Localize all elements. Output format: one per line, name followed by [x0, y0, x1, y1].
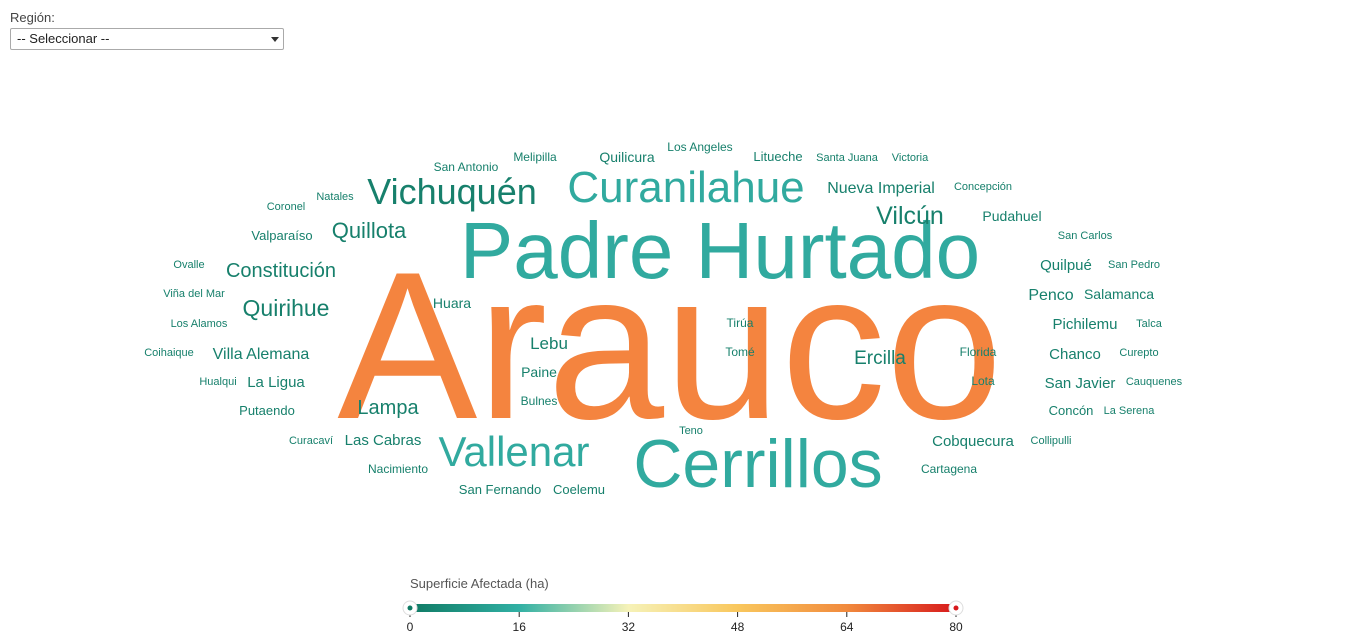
legend-max-handle[interactable]	[948, 600, 964, 616]
word-quilpue[interactable]: Quilpué	[1040, 257, 1092, 274]
word-florida[interactable]: Florida	[960, 345, 997, 359]
legend-gradient	[410, 604, 956, 612]
legend-min-handle[interactable]	[402, 600, 418, 616]
region-select-value: -- Seleccionar --	[17, 31, 110, 46]
word-tirua[interactable]: Tirúa	[727, 316, 754, 330]
word-coelemu[interactable]: Coelemu	[553, 482, 605, 497]
word-nueva-imperial[interactable]: Nueva Imperial	[827, 180, 935, 197]
word-santa-juana[interactable]: Santa Juana	[816, 152, 879, 164]
region-filter: Región: -- Seleccionar --	[10, 10, 284, 50]
word-victoria[interactable]: Victoria	[892, 152, 929, 164]
word-arauco[interactable]: Arauco	[337, 228, 1002, 463]
word-quilicura[interactable]: Quilicura	[599, 149, 654, 165]
word-vina-del-mar[interactable]: Viña del Mar	[163, 288, 225, 300]
word-san-fernando[interactable]: San Fernando	[459, 482, 541, 497]
legend-title: Superficie Afectada (ha)	[410, 576, 549, 591]
word-putaendo[interactable]: Putaendo	[239, 403, 295, 418]
word-huara[interactable]: Huara	[433, 295, 471, 311]
word-paine[interactable]: Paine	[521, 364, 557, 380]
word-teno[interactable]: Teno	[679, 425, 703, 437]
word-villa-alemana[interactable]: Villa Alemana	[213, 346, 310, 363]
word-coihaique[interactable]: Coihaique	[144, 347, 194, 359]
word-collipulli[interactable]: Collipulli	[1031, 435, 1072, 447]
word-curacavi[interactable]: Curacaví	[289, 435, 333, 447]
legend-tick-label: 32	[622, 620, 636, 634]
word-cobquecura[interactable]: Cobquecura	[932, 433, 1014, 450]
word-cerrillos[interactable]: Cerrillos	[633, 426, 882, 502]
word-los-angeles[interactable]: Los Angeles	[667, 140, 732, 154]
word-cartagena[interactable]: Cartagena	[921, 462, 977, 476]
word-las-cabras[interactable]: Las Cabras	[345, 432, 422, 449]
color-legend: Superficie Afectada (ha) 0 16 32 48 64 80	[0, 560, 1366, 643]
legend-tick-label: 80	[949, 620, 963, 634]
legend-gradient-bar: 0 16 32 48 64 80	[402, 600, 964, 634]
word-la-serena[interactable]: La Serena	[1104, 405, 1156, 417]
word-ovalle[interactable]: Ovalle	[173, 259, 204, 271]
legend-tick-label: 0	[407, 620, 414, 634]
word-lebu[interactable]: Lebu	[530, 334, 568, 353]
word-tome[interactable]: Tomé	[725, 345, 755, 359]
legend-tick-label: 48	[731, 620, 745, 634]
word-san-carlos[interactable]: San Carlos	[1058, 230, 1113, 242]
word-pichilemu[interactable]: Pichilemu	[1052, 316, 1117, 333]
word-natales[interactable]: Natales	[316, 191, 354, 203]
word-san-javier[interactable]: San Javier	[1045, 375, 1116, 392]
word-nacimiento[interactable]: Nacimiento	[368, 462, 428, 476]
word-penco[interactable]: Penco	[1028, 287, 1073, 304]
word-constitucion[interactable]: Constitución	[226, 260, 336, 282]
word-bulnes[interactable]: Bulnes	[521, 394, 558, 408]
word-salamanca[interactable]: Salamanca	[1084, 286, 1154, 302]
word-talca[interactable]: Talca	[1136, 318, 1163, 330]
legend-tick-label: 64	[840, 620, 854, 634]
word-litueche[interactable]: Litueche	[753, 149, 802, 164]
word-concon[interactable]: Concón	[1049, 403, 1094, 418]
word-vallenar[interactable]: Vallenar	[439, 428, 590, 475]
word-curepto[interactable]: Curepto	[1119, 347, 1158, 359]
word-vichuquen[interactable]: Vichuquén	[367, 171, 537, 212]
word-vilcun[interactable]: Vilcún	[876, 202, 944, 230]
word-curanilahue[interactable]: Curanilahue	[567, 163, 804, 212]
word-coronel[interactable]: Coronel	[267, 201, 306, 213]
word-quillota[interactable]: Quillota	[332, 218, 407, 243]
word-lampa[interactable]: Lampa	[357, 397, 419, 419]
word-lota[interactable]: Lota	[971, 374, 995, 388]
word-padre-hurtado[interactable]: Padre Hurtado	[460, 206, 980, 295]
word-valparaiso[interactable]: Valparaíso	[251, 228, 312, 243]
word-quirihue[interactable]: Quirihue	[243, 295, 330, 321]
word-san-antonio[interactable]: San Antonio	[434, 160, 499, 174]
word-hualqui[interactable]: Hualqui	[199, 376, 236, 388]
word-concepcion[interactable]: Concepción	[954, 181, 1012, 193]
chevron-down-icon	[271, 37, 279, 42]
word-chanco[interactable]: Chanco	[1049, 346, 1101, 363]
legend-tick-label: 16	[513, 620, 527, 634]
region-select[interactable]: -- Seleccionar --	[10, 28, 284, 50]
word-melipilla[interactable]: Melipilla	[513, 150, 557, 164]
word-pudahuel[interactable]: Pudahuel	[982, 208, 1041, 224]
word-ercilla[interactable]: Ercilla	[854, 348, 906, 369]
word-san-pedro[interactable]: San Pedro	[1108, 259, 1160, 271]
word-la-ligua[interactable]: La Ligua	[247, 374, 305, 391]
region-label: Región:	[10, 10, 55, 25]
word-cauquenes[interactable]: Cauquenes	[1126, 376, 1183, 388]
word-los-alamos[interactable]: Los Alamos	[171, 318, 228, 330]
